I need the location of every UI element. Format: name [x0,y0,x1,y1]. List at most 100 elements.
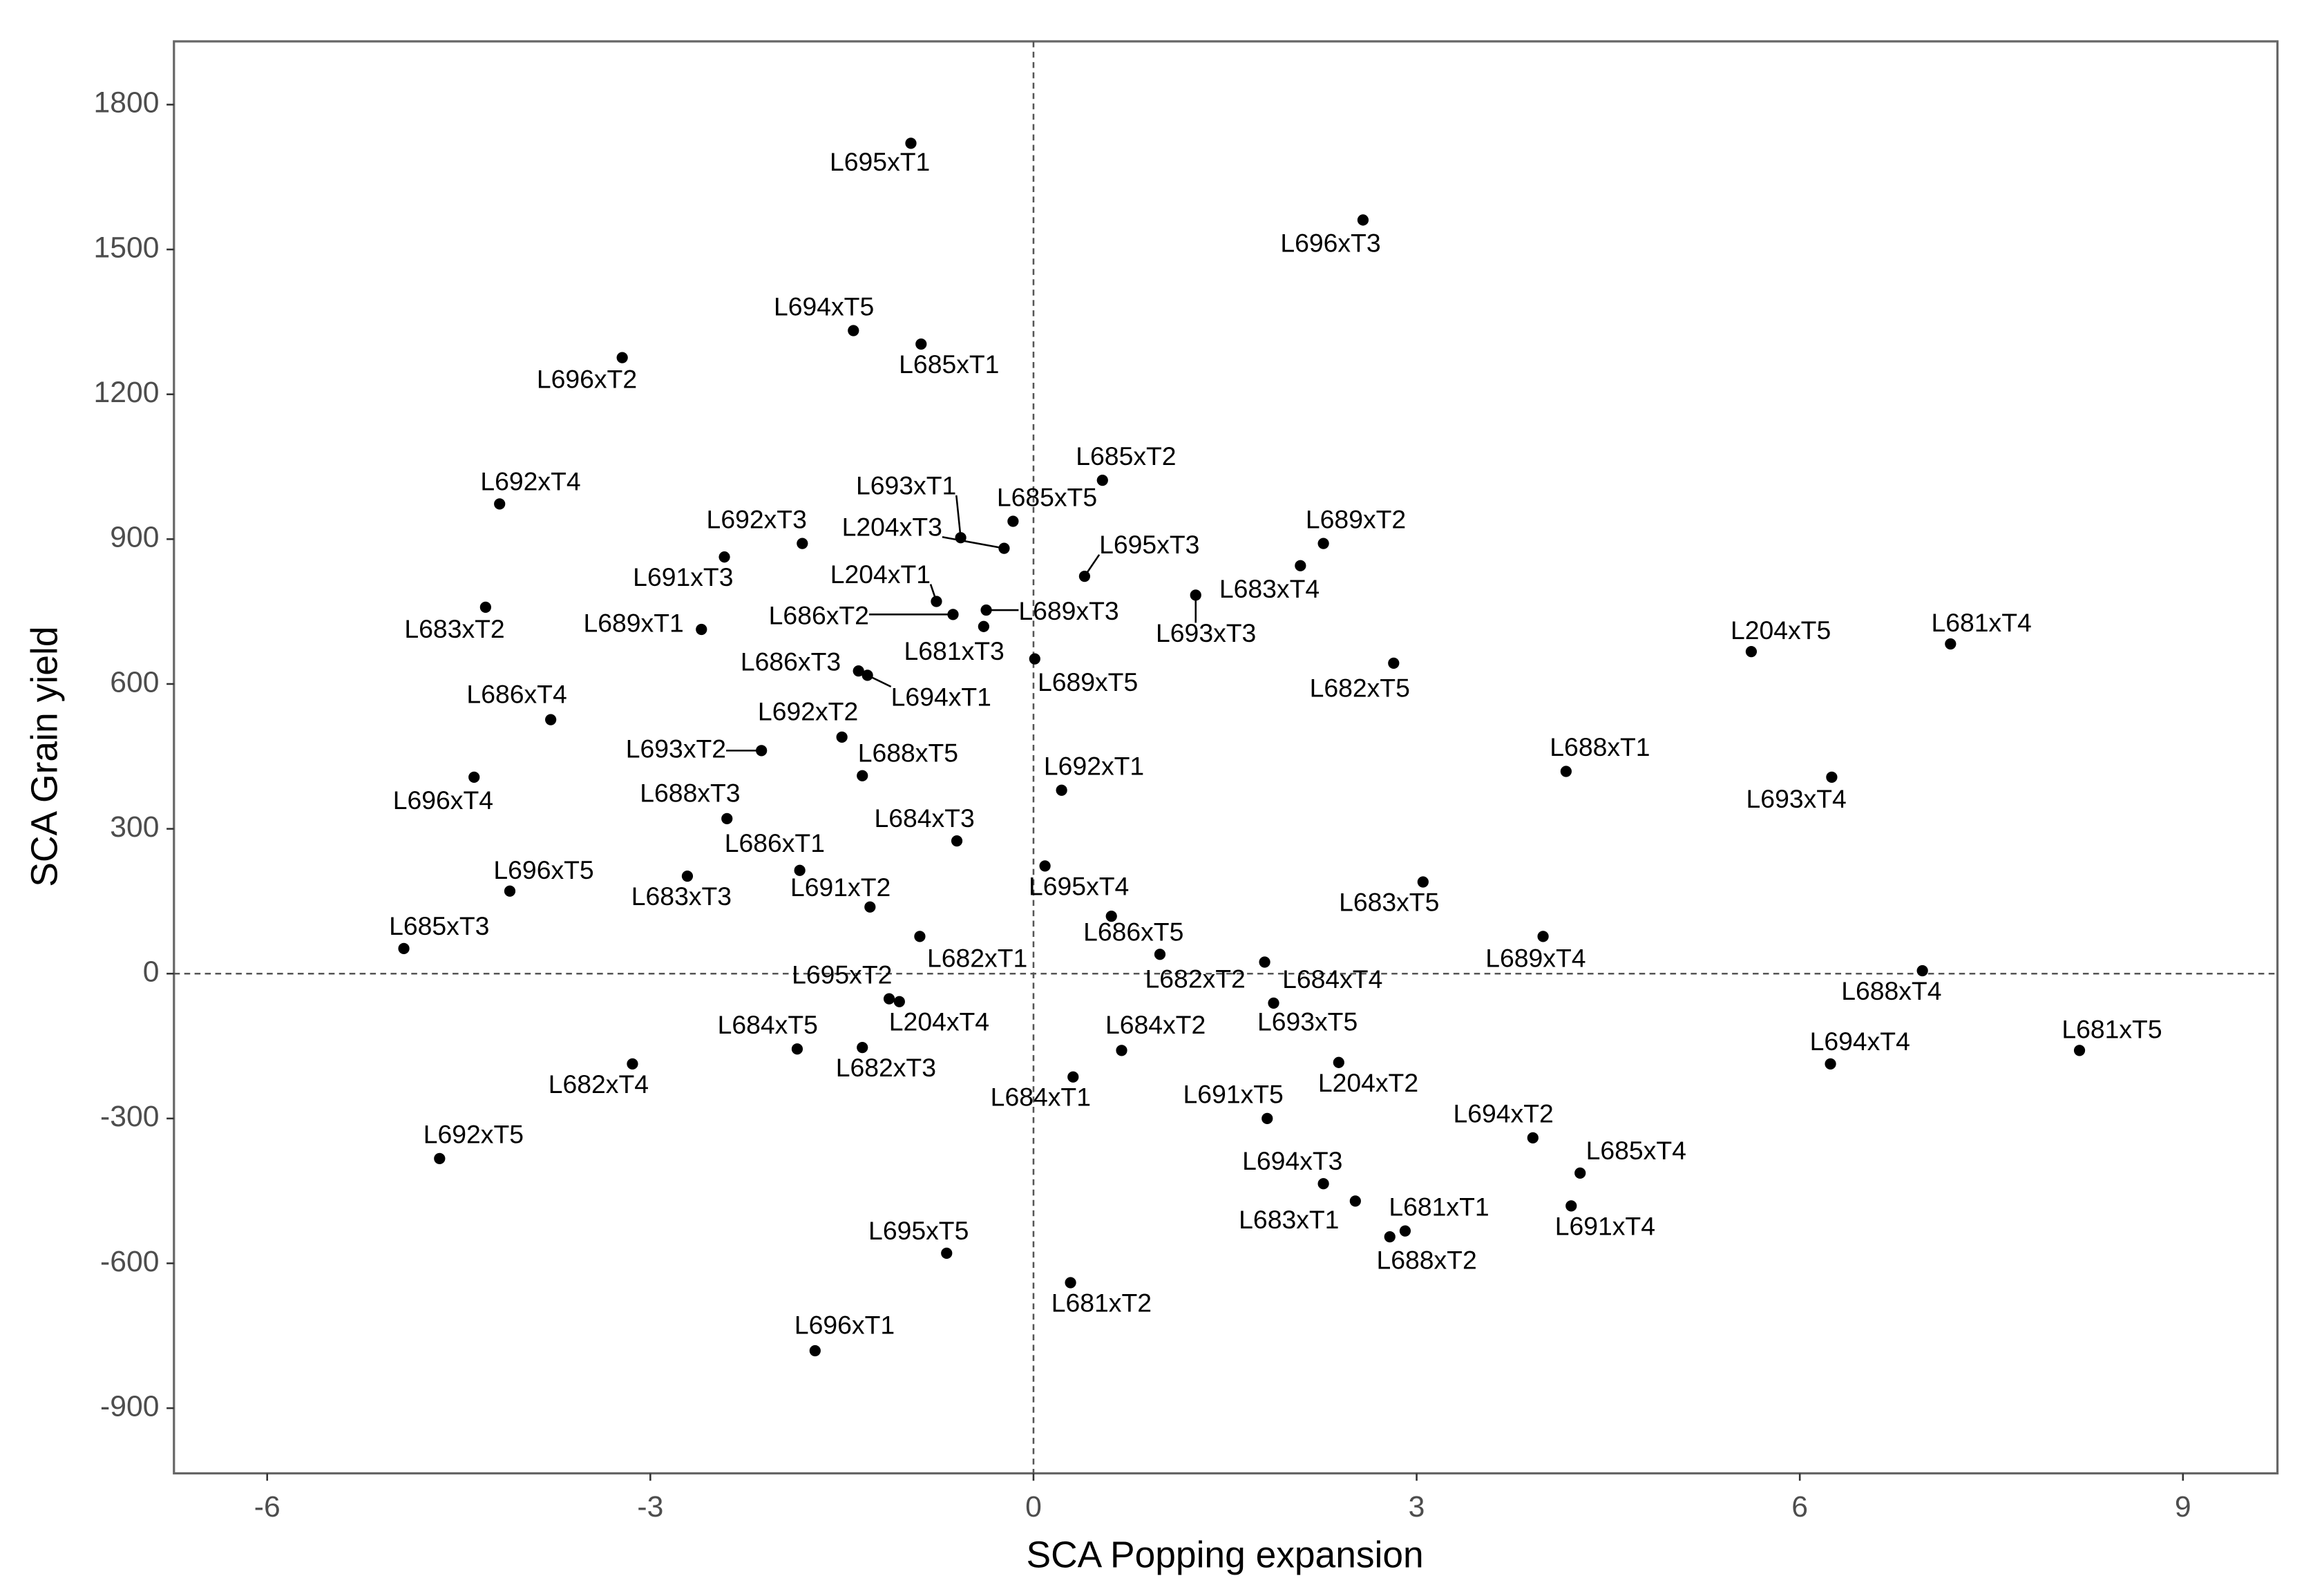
point [1067,1071,1079,1083]
point-label: L693xT3 [1156,618,1256,647]
point [1268,997,1279,1009]
point [809,1345,821,1357]
point-label: L204xT5 [1731,616,1831,645]
point-label: L204xT4 [889,1007,989,1036]
y-tick-label: -600 [100,1245,159,1278]
point [914,931,926,942]
point-label: L686xT1 [725,828,825,857]
point-label: L688xT2 [1376,1245,1476,1274]
point [1745,646,1758,658]
point-label: L686xT5 [1083,918,1183,947]
y-tick-label: 600 [110,665,159,699]
x-tick-label: 6 [1791,1490,1808,1523]
point-label: L696xT1 [794,1311,895,1340]
point [978,620,989,632]
point [721,813,733,825]
y-tick-label: 1500 [94,231,160,264]
point [1317,1178,1329,1190]
point-label: L685xT1 [899,350,999,379]
point-label: L692xT1 [1044,751,1144,780]
point-label: L204xT3 [842,513,942,542]
point-label: L694xT2 [1453,1099,1553,1128]
point-label: L683xT2 [404,614,504,643]
point-label: L695xT5 [868,1216,969,1245]
point [1295,560,1306,571]
point-label: L681xT4 [1931,608,2031,637]
point [1154,949,1166,960]
point [797,538,808,549]
point-label: L683xT3 [631,882,732,911]
point [1574,1167,1586,1179]
y-tick-label: 300 [110,810,159,844]
point-label: L695xT2 [792,960,892,989]
y-tick-label: 900 [110,521,159,554]
point-label: L682xT2 [1145,965,1246,994]
point-label: L685xT5 [997,482,1097,511]
point-label: L693xT2 [626,734,726,763]
point [1417,876,1429,888]
point-label: L691xT5 [1183,1080,1284,1109]
point-label: L681xT3 [904,636,1005,665]
point-label: L681xT5 [2062,1014,2162,1043]
point-label: L692xT3 [707,504,807,533]
point [1399,1225,1411,1237]
point [1565,1200,1577,1212]
point [468,771,480,783]
point [791,1043,803,1055]
point-label: L691xT4 [1555,1211,1655,1240]
point-label: L682xT1 [927,943,1027,972]
point-label: L692xT5 [423,1120,524,1149]
point-label: L693xT5 [1257,1007,1358,1036]
point [1560,766,1572,777]
point [893,996,905,1007]
point [1317,538,1329,549]
point-label: L689xT4 [1485,943,1586,972]
point-label: L689xT1 [584,608,684,637]
point [853,665,864,677]
point [696,623,707,636]
point-label: L694xT1 [891,682,991,711]
point [1384,1231,1396,1243]
point-label: L686xT3 [741,647,841,676]
point [1916,965,1928,977]
point [951,835,963,847]
point [1007,515,1019,527]
x-tick-label: 3 [1409,1490,1425,1523]
y-axis-title: SCA Grain yield [24,626,65,886]
point [398,942,410,955]
point [1116,1045,1127,1056]
point [718,551,730,563]
point-label: L683xT4 [1219,574,1320,603]
point [1056,784,1067,796]
point-label: L696xT3 [1280,229,1380,258]
point-label: L686xT4 [466,679,567,708]
point [1825,1058,1836,1070]
x-tick-label: -6 [254,1490,280,1523]
point-label: L685xT4 [1586,1136,1686,1165]
point [941,1247,953,1259]
point [1105,910,1117,922]
point-label: L682xT5 [1310,673,1410,702]
point-label: L689xT5 [1038,667,1138,696]
point [1826,771,1838,783]
point-label: L693xT1 [856,471,956,500]
point [915,338,927,350]
point-label: L696xT5 [493,855,593,884]
y-tick-label: 1200 [94,376,160,409]
point [1065,1277,1076,1289]
point [1096,474,1108,486]
point-label: L681xT2 [1051,1288,1152,1317]
point-label: L693xT4 [1746,784,1847,813]
leader-line [867,674,892,688]
point [857,770,868,781]
point-label: L692xT2 [758,696,858,725]
point [616,352,628,363]
point [1262,1112,1273,1124]
point-label: L684xT4 [1282,965,1382,994]
point-label: L694xT3 [1242,1146,1342,1175]
point [1357,214,1369,226]
point [504,885,516,897]
point [627,1058,638,1070]
point [2073,1045,2086,1056]
